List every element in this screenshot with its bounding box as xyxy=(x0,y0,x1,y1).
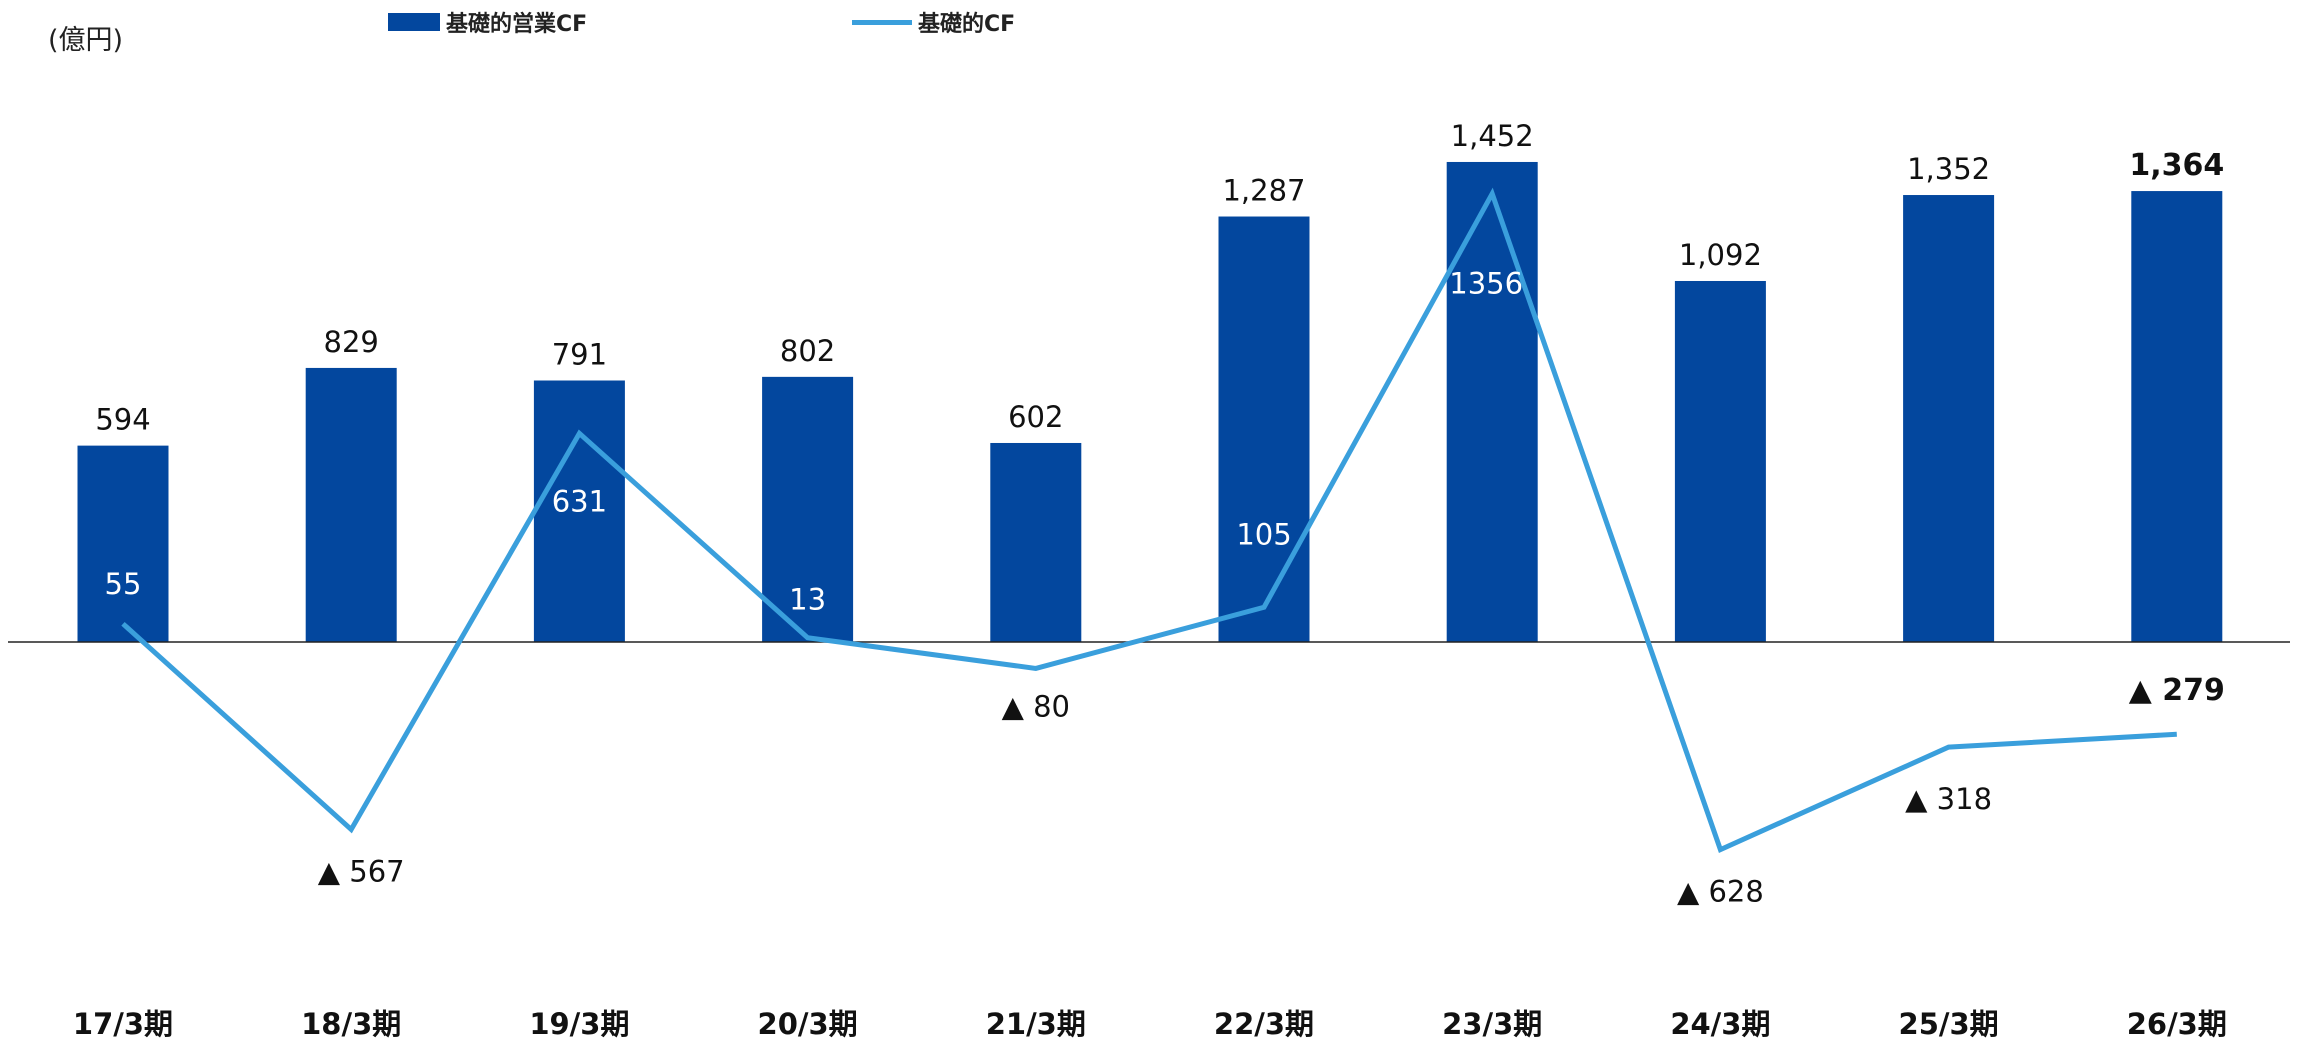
bar-6 xyxy=(1446,161,1538,642)
line-value-label-7: ▲ 628 xyxy=(1677,875,1764,909)
line-value-label-1: ▲ 567 xyxy=(318,854,405,888)
bar-8 xyxy=(1903,195,1995,642)
legend-line-label: 基礎的CF xyxy=(918,12,1016,37)
x-tick-label-7: 24/3期 xyxy=(1670,1007,1770,1041)
unit-label: (億円) xyxy=(48,25,124,56)
line-value-label-8: ▲ 318 xyxy=(1905,782,1992,816)
bar-value-label-7: 1,092 xyxy=(1679,238,1762,272)
bar-value-label-0: 594 xyxy=(95,403,150,437)
bar-0 xyxy=(77,445,169,642)
x-tick-label-6: 23/3期 xyxy=(1442,1007,1542,1041)
x-tick-label-1: 18/3期 xyxy=(301,1007,401,1041)
line-value-label-0: 55 xyxy=(105,567,142,601)
legend-bar-series: 基礎的営業CF xyxy=(388,6,587,38)
x-tick-label-8: 25/3期 xyxy=(1899,1007,1999,1041)
bar-7 xyxy=(1674,280,1766,642)
line-value-label-5: 105 xyxy=(1236,517,1291,551)
legend-bar-swatch xyxy=(388,13,440,31)
bar-4 xyxy=(990,442,1082,642)
bar-9 xyxy=(2131,191,2223,643)
bar-value-label-4: 602 xyxy=(1008,400,1063,434)
x-tick-label-2: 19/3期 xyxy=(529,1007,629,1041)
line-value-label-4: ▲ 80 xyxy=(1002,689,1070,723)
line-value-label-3: 13 xyxy=(789,583,826,617)
x-tick-label-9: 26/3期 xyxy=(2127,1007,2227,1041)
bar-2 xyxy=(533,380,625,642)
legend-line-swatch xyxy=(852,19,912,25)
legend-bar-label: 基礎的営業CF xyxy=(446,12,588,37)
line-value-label-6: 1356 xyxy=(1449,267,1523,301)
x-tick-label-5: 22/3期 xyxy=(1214,1007,1314,1041)
bar-value-label-3: 802 xyxy=(780,334,835,368)
line-value-label-9: ▲ 279 xyxy=(2129,673,2225,708)
line-value-label-2: 631 xyxy=(552,484,607,518)
legend-line-series: 基礎的CF xyxy=(852,6,1015,38)
bar-5 xyxy=(1218,216,1310,642)
x-tick-label-0: 17/3期 xyxy=(73,1007,173,1041)
bar-1 xyxy=(305,367,397,642)
x-tick-label-4: 21/3期 xyxy=(986,1007,1086,1041)
line-series-path xyxy=(121,187,2177,854)
bar-value-label-1: 829 xyxy=(324,325,379,359)
bar-value-label-2: 791 xyxy=(552,337,607,371)
x-tick-label-3: 20/3期 xyxy=(758,1007,858,1041)
bar-value-label-6: 1,452 xyxy=(1451,119,1534,153)
bar-value-label-5: 1,287 xyxy=(1222,174,1305,208)
bar-value-label-8: 1,352 xyxy=(1907,152,1990,186)
bar-3 xyxy=(762,376,854,642)
bar-value-label-9: 1,364 xyxy=(2129,148,2224,183)
